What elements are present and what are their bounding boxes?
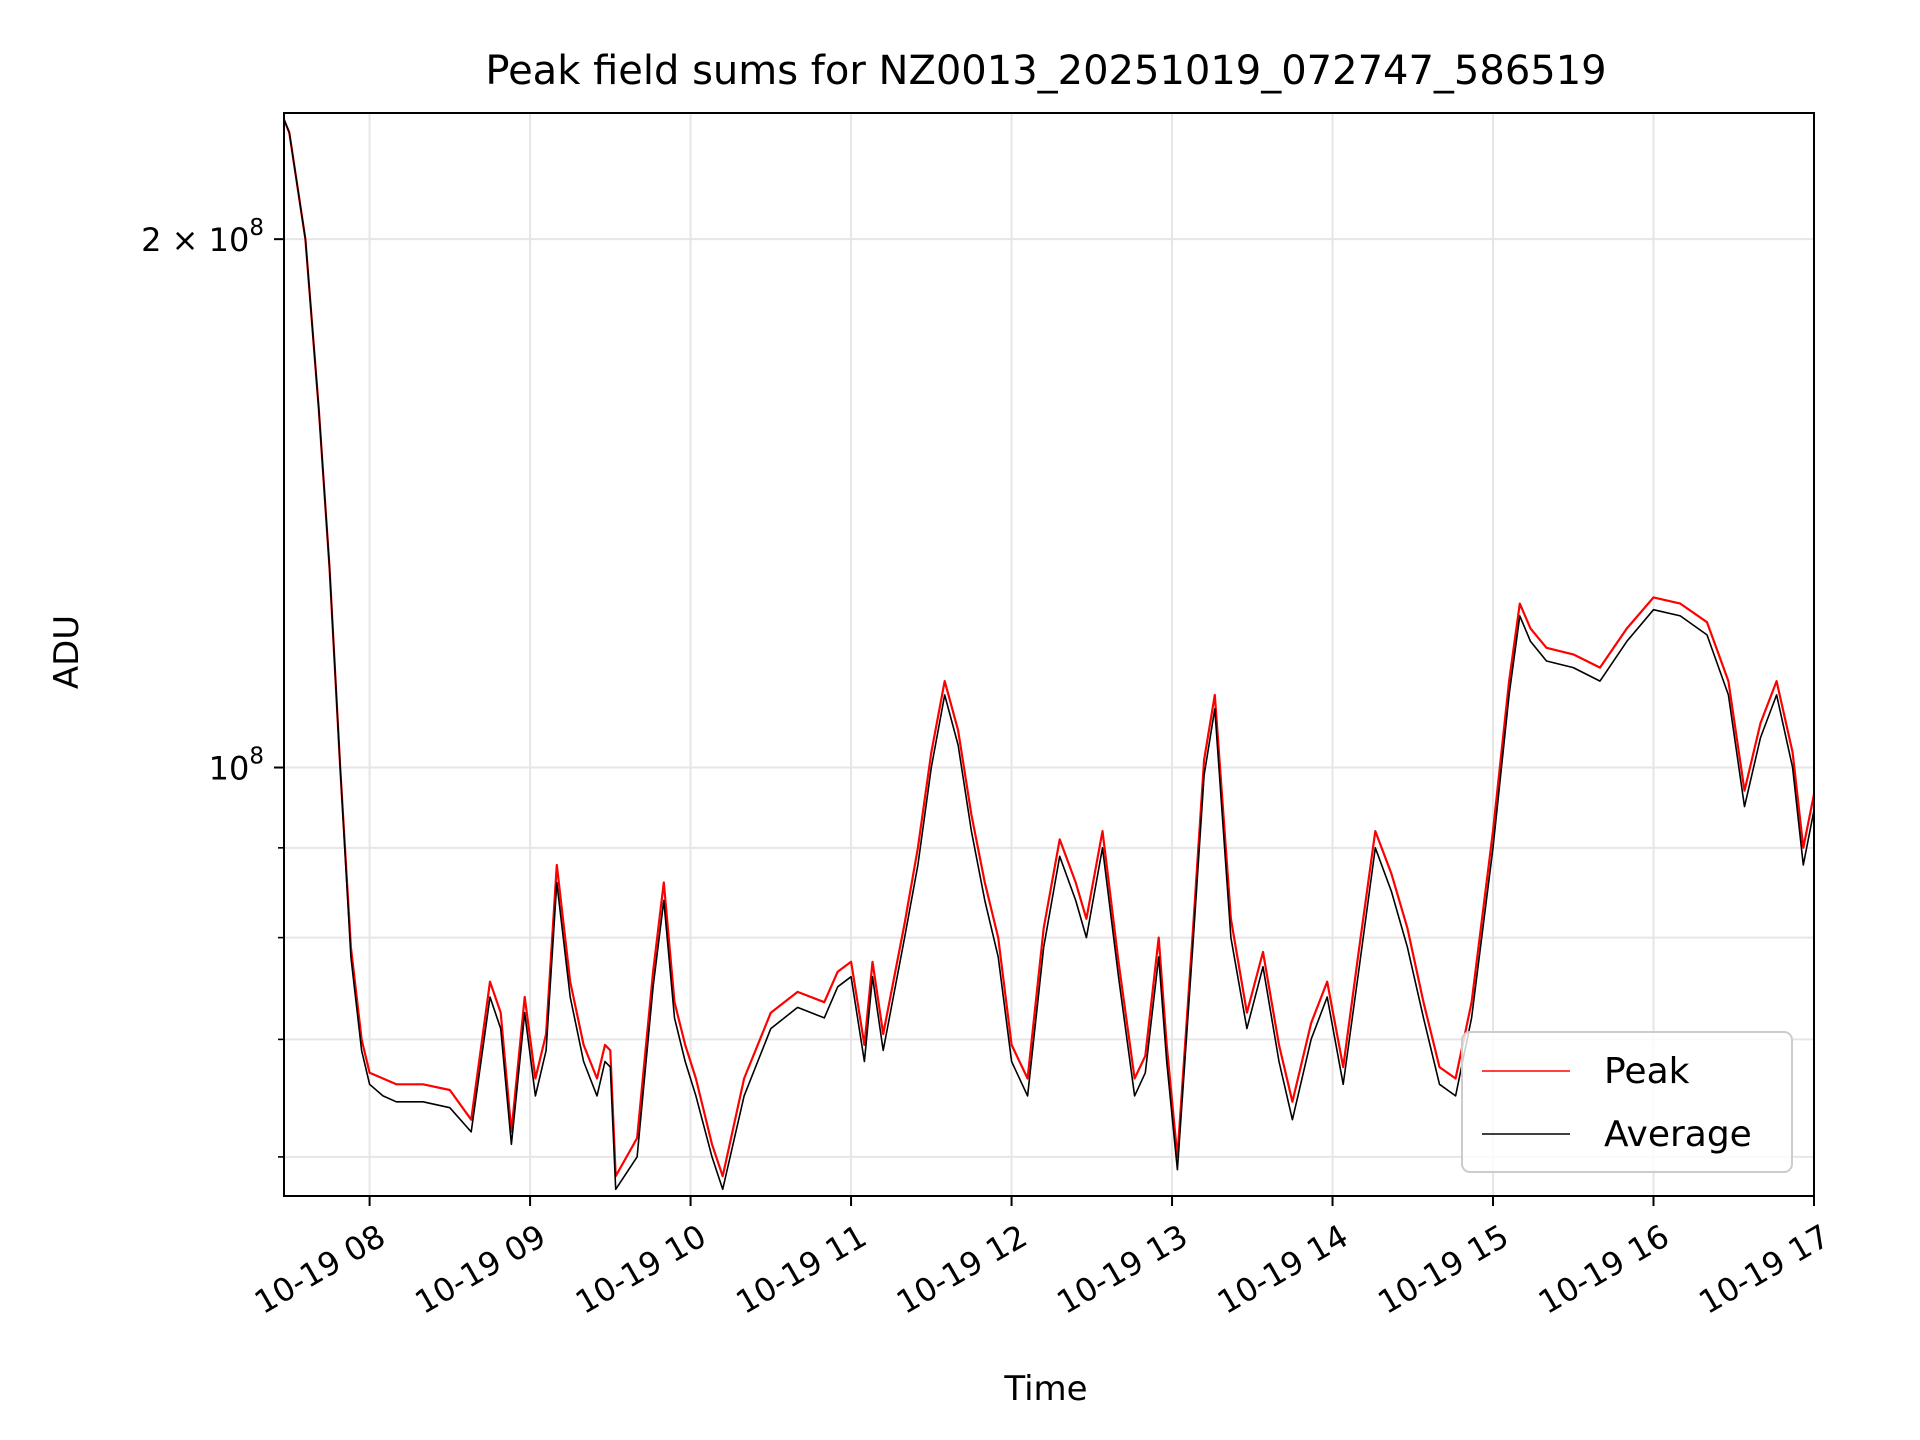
legend-average-label: Average	[1604, 1114, 1752, 1155]
axes-frame	[283, 112, 1815, 1197]
legend-box	[1461, 1031, 1793, 1173]
y-axis-label: ADU	[47, 615, 87, 689]
legend: Peak Average	[1461, 1031, 1793, 1173]
axes	[283, 112, 1815, 1197]
grid	[284, 113, 1815, 1196]
y-tick-label: 2 × 108	[141, 215, 264, 259]
plot-background	[284, 113, 1814, 1196]
plot-area	[284, 113, 1814, 1196]
series-average-line	[284, 119, 1814, 1191]
legend-peak-label: Peak	[1604, 1051, 1690, 1092]
series-layer	[284, 119, 1814, 1191]
series-peak-line	[284, 119, 1814, 1178]
y-tick-label: 108	[209, 744, 264, 788]
x-axis-label: Time	[1003, 1369, 1087, 1409]
chart-title: Peak field sums for NZ0013_20251019_0727…	[485, 48, 1606, 94]
